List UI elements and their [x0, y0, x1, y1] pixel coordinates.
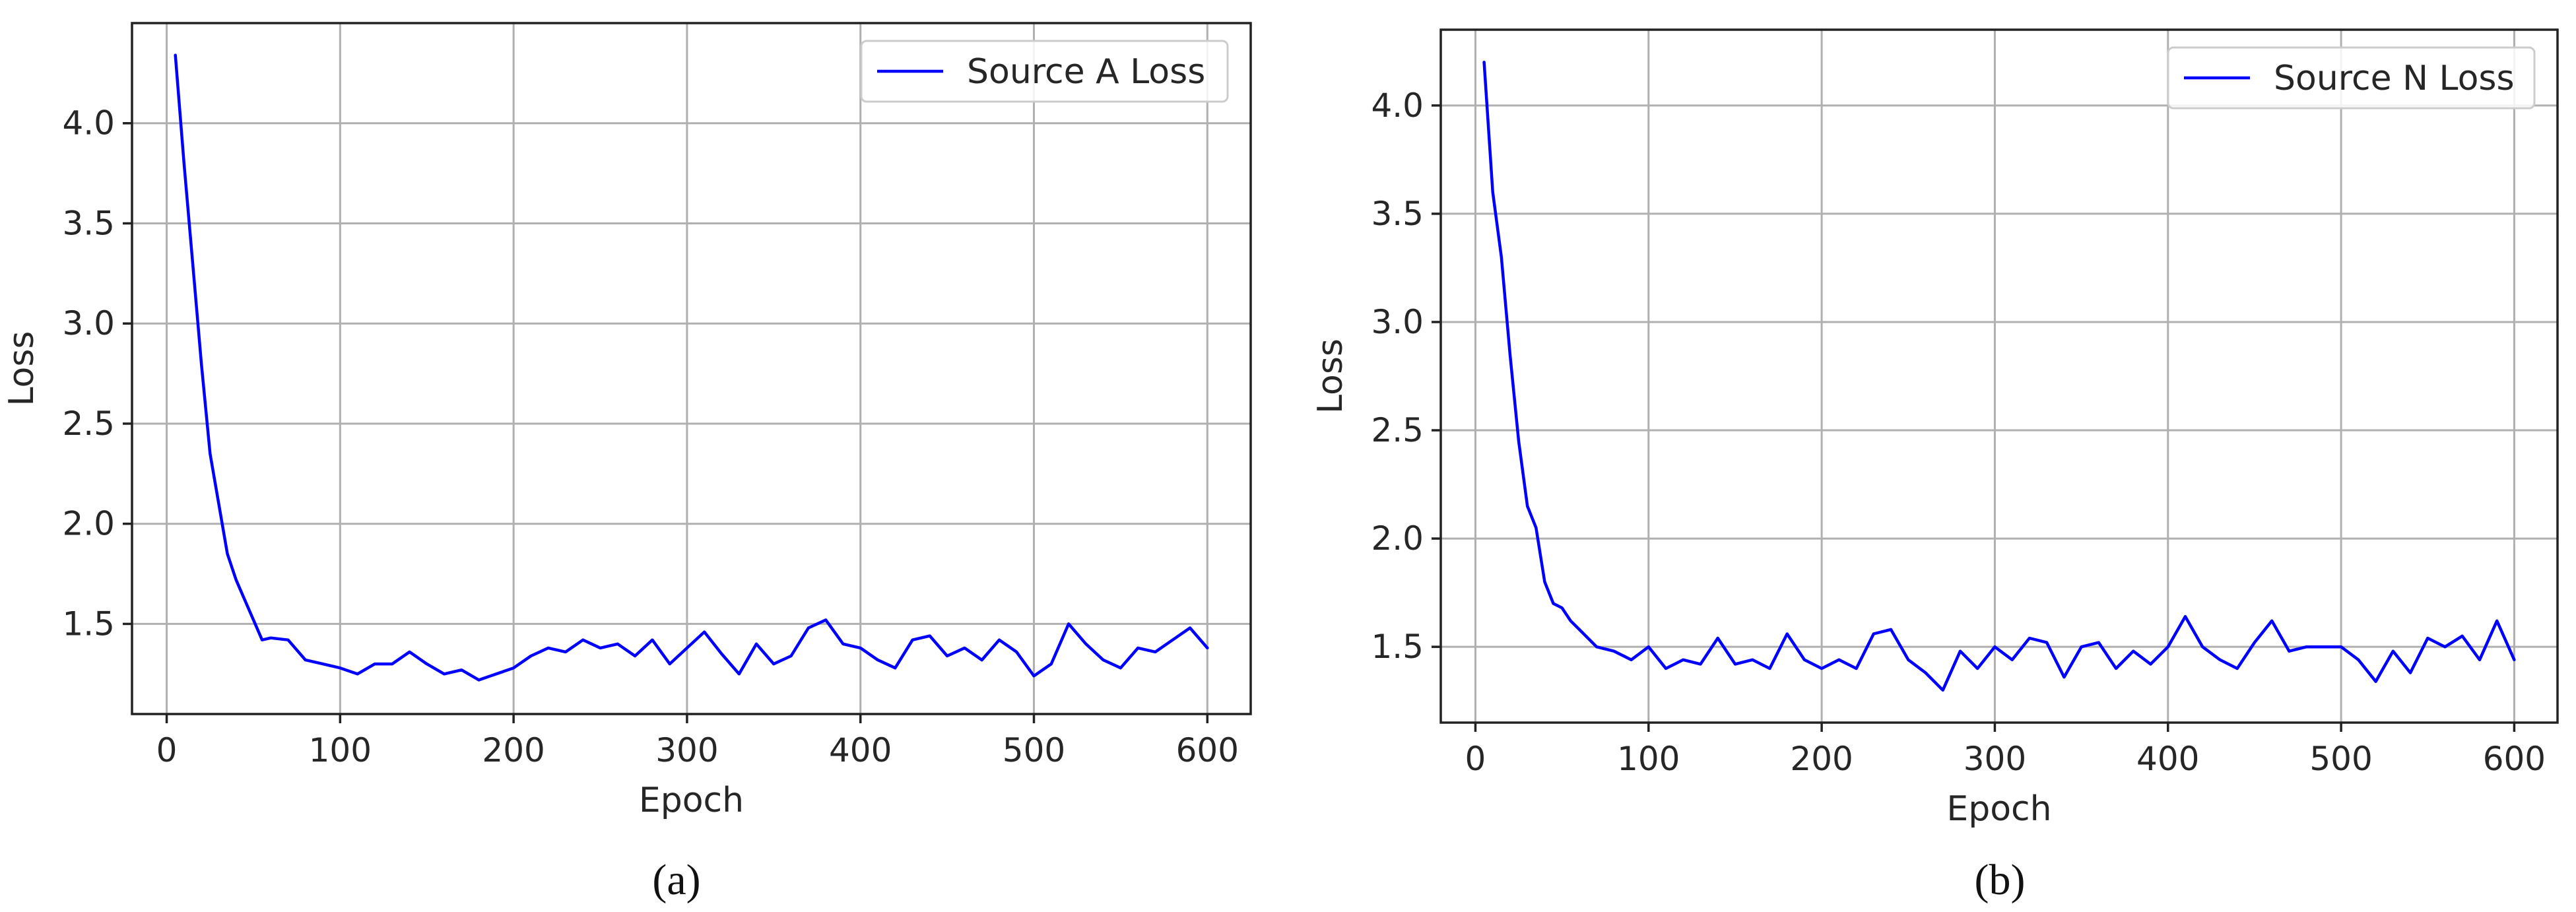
- y-tick-label: 4.0: [1371, 86, 1424, 125]
- x-tick-label: 0: [156, 731, 178, 769]
- legend-label: Source A Loss: [967, 52, 1205, 92]
- y-tick-label: 3.5: [1371, 195, 1424, 233]
- x-axis-title: Epoch: [1946, 789, 2051, 829]
- x-tick-label: 0: [1465, 740, 1486, 778]
- x-tick-label: 200: [1790, 740, 1853, 778]
- y-tick-label: 3.0: [1371, 303, 1424, 341]
- x-tick-label: 100: [1617, 740, 1680, 778]
- x-tick-label: 300: [655, 731, 718, 769]
- legend-frame: [2167, 46, 2536, 110]
- series-line-1: [1482, 60, 2516, 692]
- legend-frame: [860, 40, 1229, 103]
- legend: Source N Loss: [2167, 46, 2536, 110]
- y-tick-label: 2.5: [62, 405, 115, 443]
- y-tick-label: 2.0: [62, 505, 115, 543]
- axes-frame: [1439, 28, 2559, 724]
- chart-panel-a: 0 100 200 300 400 500 600 1.5 2.0 2.5 3.0 3.5 4.0 Epo…: [2, 22, 1252, 904]
- panel-caption: (a): [652, 856, 700, 904]
- x-tick-label: 300: [1964, 740, 2026, 778]
- x-tick-label: 500: [1003, 731, 1065, 769]
- x-tick-label: 200: [482, 731, 545, 769]
- x-tick-label: 500: [2309, 740, 2372, 778]
- y-tick-label: 1.5: [1371, 628, 1424, 666]
- chart-panel-b: 0 100 200 300 400 500 600 1.5 2.0 2.5 3.0 3.5 4.0 Epo…: [1311, 28, 2559, 904]
- y-tick-label: 3.0: [62, 304, 115, 342]
- legend-label: Source N Loss: [2274, 59, 2515, 98]
- y-tick-label: 2.5: [1371, 411, 1424, 449]
- y-tick-label: 3.5: [62, 204, 115, 242]
- x-axis-title: Epoch: [639, 781, 744, 820]
- panel-caption: (b): [1975, 856, 2026, 904]
- x-tick-label: 600: [2483, 740, 2546, 778]
- x-tick-label: 600: [1176, 731, 1239, 769]
- axes-frame: [131, 22, 1252, 715]
- legend: Source A Loss: [860, 40, 1229, 103]
- series-line-1: [174, 53, 1209, 682]
- y-tick-label: 1.5: [62, 604, 115, 643]
- x-tick-label: 100: [309, 731, 372, 769]
- x-tick-label: 400: [829, 731, 892, 769]
- y-axis-title: Loss: [2, 331, 42, 406]
- x-tick-label: 400: [2136, 740, 2199, 778]
- y-tick-label: 4.0: [62, 104, 115, 143]
- y-axis-title: Loss: [1311, 339, 1350, 414]
- y-tick-label: 2.0: [1371, 519, 1424, 558]
